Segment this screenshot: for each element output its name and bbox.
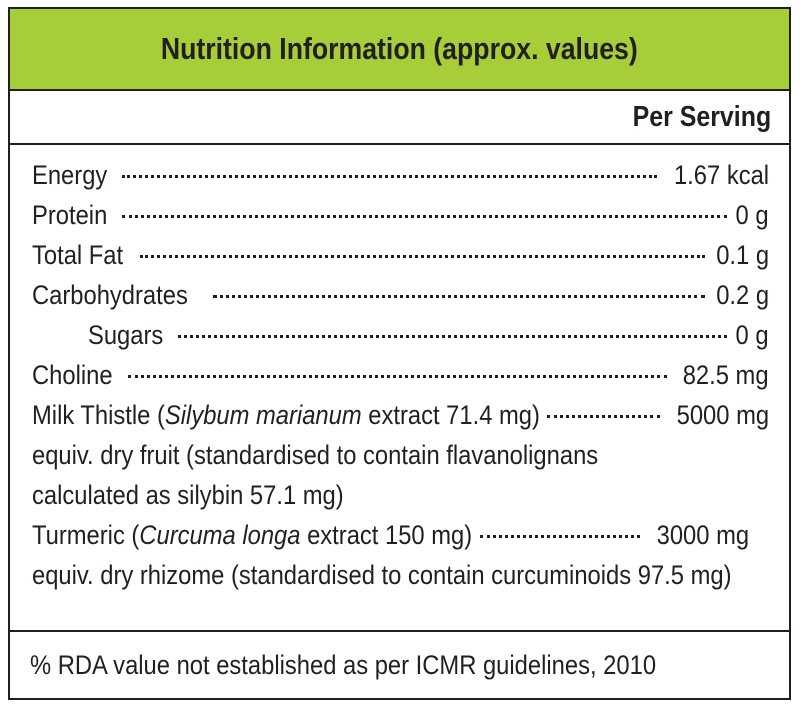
nutrient-value: 0.2 g bbox=[716, 280, 769, 310]
nutrient-value: 1.67 kcal bbox=[673, 160, 769, 190]
nutrition-panel: Nutrition Information (approx. values) P… bbox=[8, 7, 791, 700]
leader-dots bbox=[480, 535, 640, 538]
nutrient-row-sugars: Sugars 0 g bbox=[32, 315, 769, 355]
panel-title: Nutrition Information (approx. values) bbox=[161, 31, 638, 66]
nutrient-note-line: calculated as silybin 57.1 mg) bbox=[32, 480, 344, 510]
nutrient-label: Carbohydrates bbox=[32, 280, 188, 310]
nutrient-note-line: equiv. dry fruit (standardised to contai… bbox=[32, 440, 599, 470]
nutrient-label: Total Fat bbox=[32, 240, 124, 270]
leader-dots bbox=[213, 295, 705, 298]
nutrient-row-choline: Choline 82.5 mg bbox=[32, 355, 769, 395]
nutrient-label: Protein bbox=[32, 200, 108, 230]
nutrient-label: Turmeric (Curcuma longa extract 150 mg) bbox=[32, 520, 473, 550]
leader-dots bbox=[127, 375, 668, 378]
title-bar: Nutrition Information (approx. values) bbox=[10, 9, 789, 91]
nutrient-value: 0.1 g bbox=[716, 240, 769, 270]
nutrient-value: 82.5 mg bbox=[683, 360, 769, 390]
nutrient-label: Choline bbox=[32, 360, 113, 390]
leader-dots bbox=[177, 335, 728, 338]
leader-dots bbox=[121, 215, 728, 218]
footer-note: % RDA value not established as per ICMR … bbox=[10, 630, 789, 698]
leader-dots bbox=[121, 175, 657, 178]
botanical-name: Curcuma longa bbox=[139, 520, 301, 550]
nutrient-rows: Energy 1.67 kcal Protein 0 g Total Fat 0… bbox=[10, 145, 789, 615]
per-serving-label: Per Serving bbox=[632, 100, 771, 133]
rda-note: % RDA value not established as per ICMR … bbox=[30, 649, 657, 680]
nutrient-row-energy: Energy 1.67 kcal bbox=[32, 155, 769, 195]
nutrient-label: Milk Thistle (Silybum marianum extract 7… bbox=[32, 400, 540, 430]
nutrient-row-turmeric: Turmeric (Curcuma longa extract 150 mg) … bbox=[32, 515, 769, 555]
nutrient-label: Energy bbox=[32, 160, 108, 190]
nutrient-row-carbohydrates: Carbohydrates 0.2 g bbox=[32, 275, 769, 315]
nutrient-value: 0 g bbox=[735, 200, 769, 230]
nutrient-row-milk-thistle: Milk Thistle (Silybum marianum extract 7… bbox=[32, 395, 769, 435]
column-header: Per Serving bbox=[10, 91, 789, 145]
nutrient-value: 3000 mg bbox=[656, 520, 749, 550]
nutrient-row-total-fat: Total Fat 0.1 g bbox=[32, 235, 769, 275]
nutrient-row-protein: Protein 0 g bbox=[32, 195, 769, 235]
nutrient-label: Sugars bbox=[88, 320, 164, 350]
leader-dots bbox=[139, 255, 705, 258]
nutrient-note-line: equiv. dry rhizome (standardised to cont… bbox=[32, 560, 732, 590]
nutrient-value: 0 g bbox=[735, 320, 769, 350]
nutrient-value: 5000 mg bbox=[676, 400, 769, 430]
leader-dots bbox=[547, 415, 660, 418]
botanical-name: Silybum marianum bbox=[164, 400, 362, 430]
